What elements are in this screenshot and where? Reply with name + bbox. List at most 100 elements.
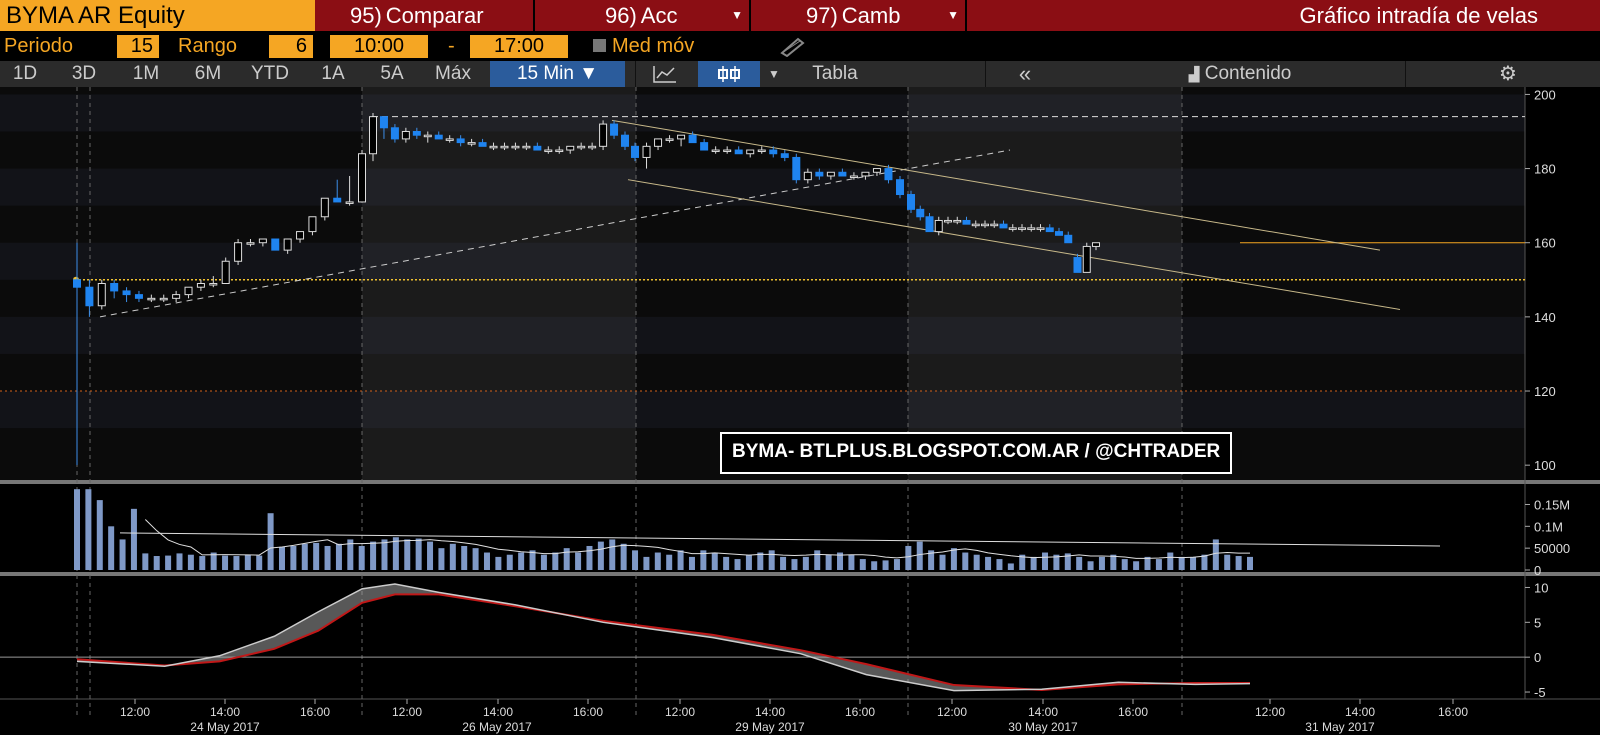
volume-bar xyxy=(768,550,775,570)
range-tab-3d[interactable]: 3D xyxy=(71,63,97,84)
candle-body xyxy=(884,168,893,181)
chevron-down-icon: ▼ xyxy=(579,63,599,84)
oscillator-fill xyxy=(77,583,1250,691)
volume-bar xyxy=(905,545,912,570)
candle-body xyxy=(1064,234,1073,244)
volume-bar xyxy=(233,556,240,570)
price-tick-label: 120 xyxy=(1534,384,1556,399)
volume-bar xyxy=(1053,554,1060,570)
range-toolbar: 1D 3D 1M 6M YTD 1A 5A Máx 15 Min ▼ ▼ Tab… xyxy=(0,61,1600,87)
volume-bar xyxy=(392,537,399,570)
range-tab-1a[interactable]: 1A xyxy=(321,63,345,84)
candle-body xyxy=(944,219,952,223)
candle-body xyxy=(401,130,410,140)
candle-body xyxy=(434,134,443,140)
range-tab-1m[interactable]: 1M xyxy=(132,63,160,84)
candle-body xyxy=(907,194,915,210)
candlestick-button[interactable] xyxy=(698,61,760,87)
time-tick-label: 16:00 xyxy=(1438,705,1468,719)
candle-body xyxy=(533,145,542,151)
candle-body xyxy=(1008,227,1017,230)
collapse-icon[interactable]: « xyxy=(1018,61,1032,86)
candle-body xyxy=(665,138,674,141)
volume-bar xyxy=(928,550,935,570)
candle-body xyxy=(1092,242,1100,247)
volume-average-line xyxy=(144,519,1250,559)
candle-body xyxy=(345,201,354,204)
chevron-down-icon: ▼ xyxy=(947,8,959,22)
exchange-label: Camb xyxy=(841,3,901,28)
candle-body xyxy=(467,142,476,145)
price-band xyxy=(0,316,1525,354)
content-button[interactable]: ▟ Contenido xyxy=(1160,61,1320,87)
range-tab-5a[interactable]: 5A xyxy=(380,63,404,84)
candle-body xyxy=(1055,231,1063,236)
actions-button[interactable]: 96) Acc ▼ xyxy=(535,0,749,31)
time-to-input[interactable]: 17:00 xyxy=(470,35,568,58)
volume-bar xyxy=(597,541,604,570)
candle-body xyxy=(172,294,181,299)
ticker-field[interactable]: BYMA AR Equity xyxy=(0,0,315,31)
candle-body xyxy=(577,145,586,149)
volume-bar xyxy=(859,559,866,570)
time-from-input[interactable]: 10:00 xyxy=(330,35,428,58)
volume-bar xyxy=(780,556,787,570)
moving-average-checkbox[interactable] xyxy=(593,39,606,52)
oscillator-tick-label: -5 xyxy=(1534,685,1546,700)
volume-bar xyxy=(210,552,217,570)
volume-bar xyxy=(1224,554,1231,570)
candle-body xyxy=(688,134,697,144)
candle-body xyxy=(184,286,193,296)
interval-value: 15 Min xyxy=(516,63,574,84)
candle-body xyxy=(925,216,934,233)
volume-bar xyxy=(893,559,900,570)
range-tab-1d[interactable]: 1D xyxy=(12,63,38,84)
candle-body xyxy=(85,286,94,307)
candle-body xyxy=(296,231,305,240)
price-band xyxy=(0,168,1525,206)
chart-title: Gráfico intradía de velas xyxy=(967,0,1600,31)
gear-icon[interactable]: ⚙ xyxy=(1499,63,1517,85)
volume-bar xyxy=(199,556,206,570)
candle-body xyxy=(544,149,553,153)
candle-body xyxy=(826,171,835,177)
header-bar: BYMA AR Equity 95) Comparar 96) Acc ▼ 97) C… xyxy=(0,0,1600,31)
volume-bar xyxy=(1167,552,1174,570)
volume-bar xyxy=(1098,556,1105,570)
price-band xyxy=(0,242,1525,280)
candle-body xyxy=(159,297,168,301)
volume-bar xyxy=(1042,552,1049,570)
candle-body xyxy=(916,208,925,218)
range-input[interactable]: 6 xyxy=(269,35,313,58)
volume-bar xyxy=(290,545,297,570)
volume-bar xyxy=(620,543,627,570)
candle-body xyxy=(734,149,743,155)
volume-bar xyxy=(1076,556,1083,570)
day-band xyxy=(0,87,362,480)
exchange-button[interactable]: 97) Camb ▼ xyxy=(751,0,965,31)
candle-body xyxy=(122,290,131,296)
candle-body xyxy=(953,219,962,223)
range-tab-6m[interactable]: 6M xyxy=(194,63,222,84)
chevron-down-icon[interactable]: ▼ xyxy=(768,67,780,81)
line-chart-icon[interactable] xyxy=(652,64,678,84)
table-button[interactable]: Tabla xyxy=(812,63,858,84)
range-tab-ytd[interactable]: YTD xyxy=(251,63,289,84)
time-tick-label: 16:00 xyxy=(845,705,875,719)
volume-bar xyxy=(723,556,730,570)
volume-bar xyxy=(1201,554,1208,570)
candle-body xyxy=(981,223,989,227)
volume-bar xyxy=(472,548,479,570)
volume-bar xyxy=(916,541,923,570)
candle-body xyxy=(621,134,629,147)
interval-dropdown[interactable]: 15 Min ▼ xyxy=(490,61,625,87)
period-input[interactable]: 15 xyxy=(117,35,159,58)
volume-bar xyxy=(1235,556,1242,570)
range-tab-max[interactable]: Máx xyxy=(435,63,471,84)
compare-button[interactable]: 95) Comparar xyxy=(315,0,533,31)
volume-bar xyxy=(1133,561,1140,570)
volume-bar xyxy=(552,552,559,570)
candle-body xyxy=(599,123,608,147)
volume-bar xyxy=(882,560,889,570)
pencil-icon[interactable] xyxy=(778,35,806,57)
